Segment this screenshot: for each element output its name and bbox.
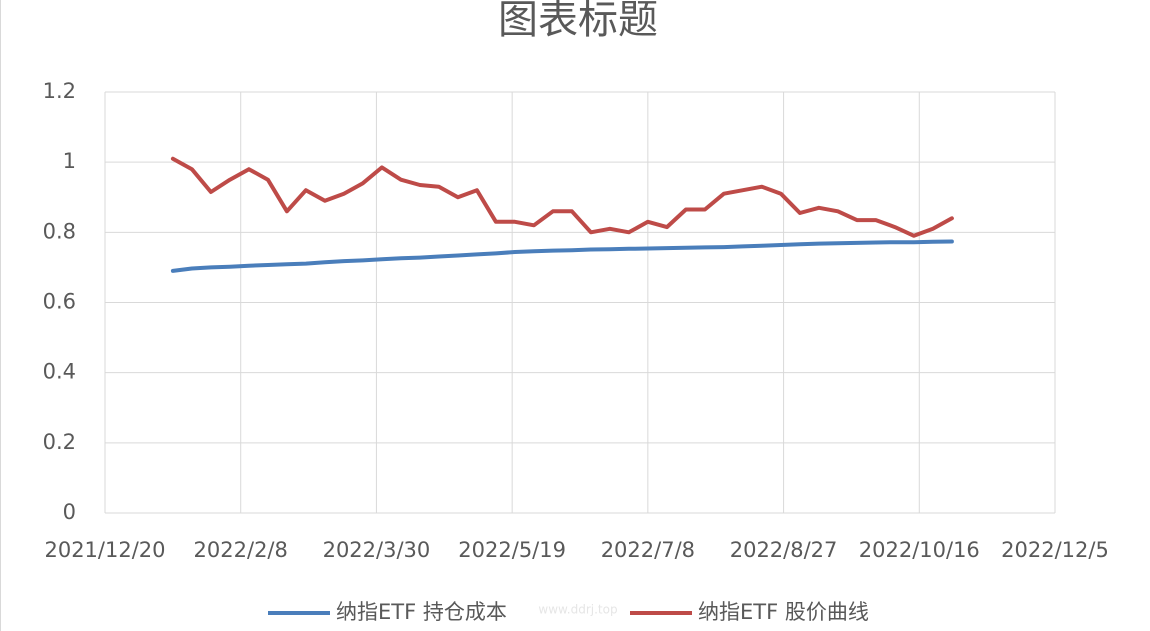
x-tick-label: 2022/3/30 bbox=[323, 538, 431, 562]
series-line bbox=[170, 239, 954, 273]
x-tick-label: 2022/5/19 bbox=[458, 538, 566, 562]
series-line bbox=[170, 156, 954, 238]
x-tick-label: 2021/12/20 bbox=[44, 538, 165, 562]
x-tick-label: 2022/7/8 bbox=[601, 538, 695, 562]
legend-label: 纳指ETF 股价曲线 bbox=[698, 600, 869, 624]
legend-label: 纳指ETF 持仓成本 bbox=[336, 600, 507, 624]
x-tick-label: 2022/10/16 bbox=[859, 538, 980, 562]
y-tick-label: 0.4 bbox=[43, 360, 76, 384]
x-tick-label: 2022/2/8 bbox=[194, 538, 288, 562]
y-tick-label: 1.2 bbox=[43, 79, 76, 103]
y-tick-label: 0.8 bbox=[43, 219, 76, 243]
y-tick-label: 0.6 bbox=[43, 290, 76, 314]
y-tick-label: 0 bbox=[63, 500, 76, 524]
chart-title: 图表标题 bbox=[498, 0, 658, 43]
x-tick-label: 2022/12/5 bbox=[1001, 538, 1109, 562]
x-tick-label: 2022/8/27 bbox=[730, 538, 838, 562]
y-tick-label: 1 bbox=[63, 149, 76, 173]
y-tick-label: 0.2 bbox=[43, 430, 76, 454]
watermark: www.ddrj.top bbox=[538, 603, 617, 617]
